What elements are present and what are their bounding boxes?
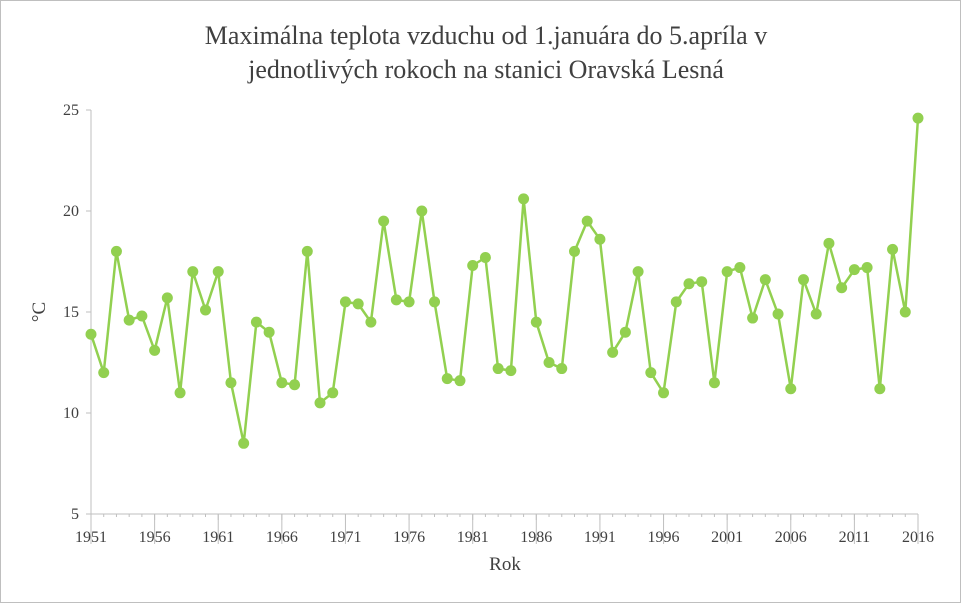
y-axis-label: °C bbox=[29, 302, 50, 322]
x-tick-label: 2006 bbox=[775, 529, 807, 546]
x-tick-label: 1976 bbox=[393, 529, 425, 546]
data-point bbox=[225, 377, 237, 389]
data-point bbox=[785, 383, 797, 395]
y-tick-label: 25 bbox=[63, 102, 79, 119]
y-tick-labels: 5 10 15 20 25 bbox=[63, 102, 79, 523]
data-point bbox=[136, 310, 148, 322]
data-point bbox=[467, 260, 479, 272]
data-point bbox=[365, 316, 377, 328]
data-point bbox=[212, 266, 224, 278]
data-point bbox=[912, 112, 924, 124]
x-tick-label: 1966 bbox=[266, 529, 298, 546]
data-point bbox=[276, 377, 288, 389]
data-point bbox=[161, 292, 173, 304]
data-point bbox=[505, 365, 517, 377]
y-tick-label: 10 bbox=[63, 405, 79, 422]
x-tick-label: 1951 bbox=[75, 529, 107, 546]
data-point bbox=[339, 296, 351, 308]
x-tick-label: 1961 bbox=[202, 529, 234, 546]
data-point bbox=[518, 193, 530, 205]
chart-title-line-2: jednotlivých rokoch na stanici Oravská L… bbox=[247, 55, 724, 84]
data-point bbox=[861, 262, 873, 274]
series-line bbox=[89, 118, 920, 445]
data-point bbox=[848, 264, 860, 276]
data-point bbox=[479, 251, 491, 263]
data-point bbox=[645, 367, 657, 379]
data-point bbox=[263, 326, 275, 338]
data-point bbox=[670, 296, 682, 308]
data-point bbox=[123, 314, 135, 326]
data-point bbox=[98, 367, 110, 379]
data-point bbox=[492, 363, 504, 375]
data-point bbox=[683, 278, 695, 290]
data-point bbox=[378, 215, 390, 227]
data-point bbox=[416, 205, 428, 217]
data-point bbox=[403, 296, 415, 308]
data-point bbox=[874, 383, 886, 395]
data-point bbox=[85, 328, 97, 340]
x-tick-label: 1996 bbox=[648, 529, 680, 546]
data-point bbox=[708, 377, 720, 389]
data-point bbox=[632, 266, 644, 278]
data-point bbox=[823, 237, 835, 249]
data-point bbox=[594, 233, 606, 245]
y-tick-label: 15 bbox=[63, 304, 79, 321]
data-point bbox=[250, 316, 262, 328]
data-point bbox=[174, 387, 186, 399]
data-point bbox=[836, 282, 848, 294]
series-group bbox=[85, 112, 924, 449]
x-axis-label: Rok bbox=[489, 554, 521, 575]
data-point bbox=[314, 397, 326, 409]
data-point bbox=[149, 344, 161, 356]
data-point bbox=[390, 294, 402, 306]
data-point bbox=[200, 304, 212, 316]
x-tick-label: 2011 bbox=[839, 529, 870, 546]
data-point bbox=[797, 274, 809, 286]
x-tick-label: 1986 bbox=[520, 529, 552, 546]
data-point bbox=[556, 363, 568, 375]
data-point bbox=[327, 387, 339, 399]
y-tick-label: 5 bbox=[71, 506, 79, 523]
data-point bbox=[899, 306, 911, 318]
data-point bbox=[658, 387, 670, 399]
data-point bbox=[759, 274, 771, 286]
y-tick-label: 20 bbox=[63, 203, 79, 220]
data-point bbox=[696, 276, 708, 288]
data-point bbox=[810, 308, 822, 320]
data-point bbox=[772, 308, 784, 320]
data-point bbox=[301, 245, 313, 257]
data-point bbox=[581, 215, 593, 227]
data-point bbox=[187, 266, 199, 278]
data-point bbox=[454, 375, 466, 387]
x-tick-label: 1956 bbox=[139, 529, 171, 546]
data-point bbox=[441, 373, 453, 385]
data-point bbox=[747, 312, 759, 324]
x-tick-label: 1981 bbox=[457, 529, 489, 546]
x-tick-label: 2016 bbox=[902, 529, 934, 546]
x-tick-labels: 1951 1956 1961 1966 1971 1976 1981 1986 1991 1996… bbox=[75, 529, 934, 546]
x-tick-label: 1971 bbox=[329, 529, 361, 546]
data-point bbox=[110, 245, 122, 257]
x-tick-label: 2001 bbox=[711, 529, 743, 546]
data-point bbox=[887, 243, 899, 255]
data-point bbox=[429, 296, 441, 308]
data-point bbox=[530, 316, 542, 328]
data-point bbox=[734, 262, 746, 274]
data-point bbox=[289, 379, 301, 391]
data-point bbox=[238, 437, 250, 449]
data-point bbox=[607, 346, 619, 358]
data-point bbox=[721, 266, 733, 278]
data-point bbox=[543, 357, 555, 368]
axes bbox=[86, 109, 919, 544]
chart-title-line-1: Maximálna teplota vzduchu od 1.januára d… bbox=[205, 21, 767, 50]
data-point bbox=[352, 298, 364, 310]
data-point bbox=[568, 245, 580, 257]
x-tick-label: 1991 bbox=[584, 529, 616, 546]
data-point bbox=[619, 326, 631, 338]
